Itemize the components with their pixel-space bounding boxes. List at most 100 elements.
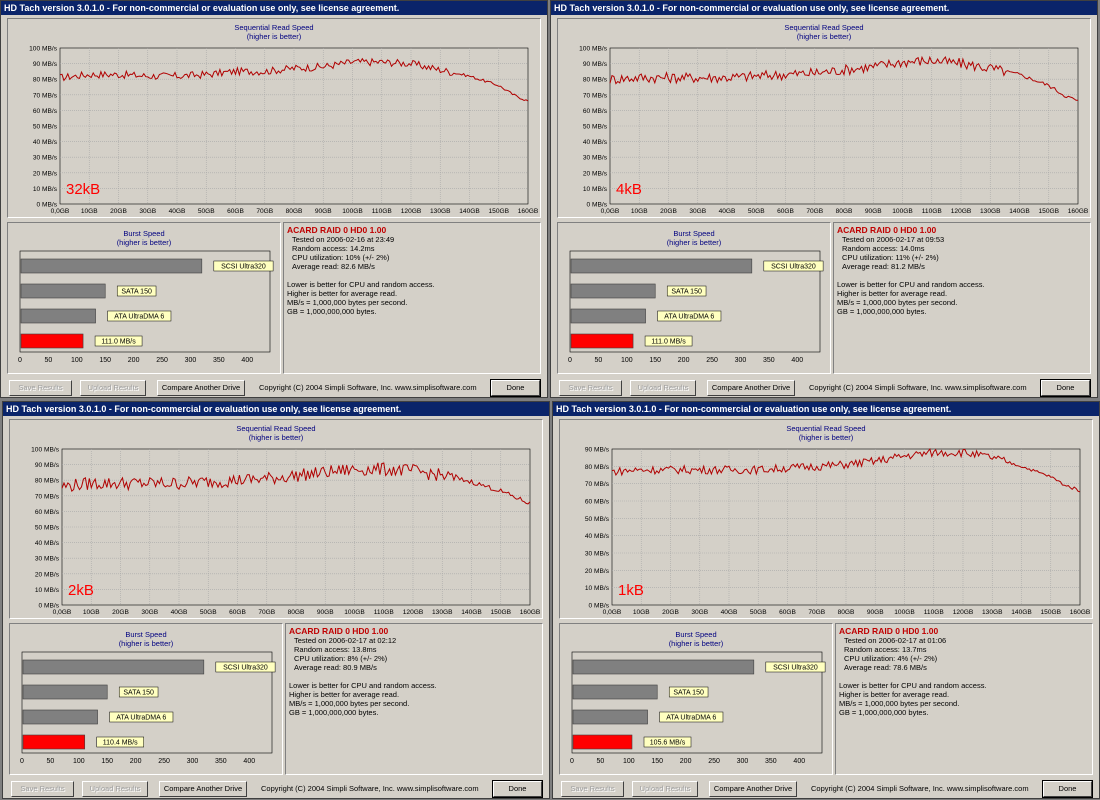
x-tick-label: 40GB (171, 609, 188, 616)
x-tick-label: 20GB (112, 609, 129, 616)
sequential-read-panel: Sequential Read Speed (higher is better) 0… (557, 18, 1091, 218)
y-tick-label: 40 MB/s (35, 540, 60, 547)
bar-label: SCSI Ultra320 (771, 264, 816, 271)
burst-x-tick-label: 50 (47, 758, 55, 765)
chart-subtitle: (higher is better) (796, 32, 852, 41)
results-text: ACARD RAID 0 HD0 1.00 Tested on 2006-02-1… (837, 225, 985, 316)
note-line: Higher is better for average read. (287, 289, 398, 298)
compare-another-drive-button[interactable]: Compare Another Drive (707, 380, 795, 396)
x-tick-label: 50GB (748, 208, 765, 215)
bar-label-box (763, 260, 824, 272)
chart-title: Sequential Read Speed (784, 23, 864, 32)
upload-results-button[interactable]: Upload Results (80, 380, 146, 396)
bar-label: SCSI Ultra320 (773, 665, 818, 672)
x-tick-label: 50GB (200, 609, 217, 616)
sequential-read-chart: 0 MB/s 10 MB/s 20 MB/s 30 MB/s 40 MB/s 50 MB/… (31, 447, 541, 617)
y-tick-label: 70 MB/s (583, 92, 608, 99)
done-button[interactable]: Done (490, 379, 541, 397)
block-size-label: 32kB (66, 181, 101, 198)
done-button[interactable]: Done (1042, 780, 1093, 798)
x-tick-label: 150GB (490, 609, 511, 616)
y-tick-label: 20 MB/s (585, 568, 610, 575)
bar-label: ATA UltraDMA 6 (664, 314, 714, 321)
y-tick-label: 100 MB/s (29, 46, 58, 53)
burst-speed-panel: Burst Speed (higher is better) 0 50 100 150 20… (7, 222, 281, 374)
y-tick-label: 40 MB/s (585, 533, 610, 540)
chart-title: Burst Speed (123, 229, 165, 238)
burst-x-tick-label: 0 (570, 758, 574, 765)
burst-speed-panel: Burst Speed (higher is better) 0 50 100 150 20… (557, 222, 831, 374)
bar-label: ATA UltraDMA 6 (116, 715, 166, 722)
burst-bar-reference (22, 659, 205, 675)
done-button[interactable]: Done (1040, 379, 1091, 397)
y-tick-label: 30 MB/s (585, 551, 610, 558)
y-tick-label: 30 MB/s (33, 155, 58, 162)
x-tick-label: 70GB (808, 609, 825, 616)
y-tick-label: 0 MB/s (36, 202, 57, 209)
y-tick-label: 10 MB/s (35, 587, 60, 594)
average-read: Average read: 78.6 MB/s (844, 663, 927, 672)
title-bar: HD Tach version 3.0.1.0 - For non-commer… (1, 1, 547, 15)
burst-x-tick-label: 300 (187, 758, 199, 765)
note-line: GB = 1,000,000,000 bytes. (839, 708, 929, 717)
y-tick-label: 60 MB/s (585, 499, 610, 506)
x-tick-label: 160GB (520, 609, 541, 616)
save-results-button[interactable]: Save Results (9, 380, 72, 396)
done-button[interactable]: Done (492, 780, 543, 798)
upload-results-button[interactable]: Upload Results (82, 781, 148, 797)
average-read: Average read: 81.2 MB/s (842, 262, 925, 271)
burst-x-tick-label: 300 (735, 357, 747, 364)
burst-bar-reference (570, 258, 753, 274)
y-tick-label: 20 MB/s (33, 170, 58, 177)
save-results-button[interactable]: Save Results (559, 380, 622, 396)
x-tick-label: 110GB (924, 609, 945, 616)
bar-label: SATA 150 (673, 690, 704, 697)
x-tick-label: 110GB (374, 609, 395, 616)
burst-bar-reference (22, 684, 108, 700)
chart-subtitle: (higher is better) (118, 639, 174, 648)
burst-x-tick-label: 0 (568, 357, 572, 364)
spacer (837, 271, 985, 280)
x-tick-label: 40GB (719, 208, 736, 215)
bar-label: ATA UltraDMA 6 (666, 715, 716, 722)
burst-speed-chart: 0 50 100 150 200 250 300 350 400 SCSI Ultra320 SAT… (20, 651, 276, 765)
burst-x-tick-label: 400 (793, 758, 805, 765)
bar-label: 110.4 MB/s (103, 740, 138, 747)
burst-x-tick-label: 350 (763, 357, 775, 364)
bar-label-box (118, 686, 159, 698)
average-read: Average read: 82.6 MB/s (292, 262, 375, 271)
burst-x-tick-label: 250 (706, 357, 718, 364)
compare-another-drive-button[interactable]: Compare Another Drive (159, 781, 247, 797)
upload-results-button[interactable]: Upload Results (630, 380, 696, 396)
bar-label: ATA UltraDMA 6 (114, 314, 164, 321)
compare-another-drive-button[interactable]: Compare Another Drive (709, 781, 797, 797)
x-tick-label: 10GB (83, 609, 100, 616)
burst-x-tick-label: 150 (651, 758, 663, 765)
title-bar: HD Tach version 3.0.1.0 - For non-commer… (553, 402, 1099, 416)
x-tick-label: 30GB (691, 609, 708, 616)
chart-subtitle: (higher is better) (666, 238, 722, 247)
average-read: Average read: 80.9 MB/s (294, 663, 377, 672)
x-tick-label: 20GB (110, 208, 127, 215)
bar-label-box (116, 285, 157, 297)
x-tick-label: 90GB (317, 609, 334, 616)
y-tick-label: 40 MB/s (583, 139, 608, 146)
x-tick-label: 80GB (286, 208, 303, 215)
copyright-text: Copyright (C) 2004 Simpli Software, Inc.… (811, 784, 1029, 793)
burst-x-tick-label: 350 (765, 758, 777, 765)
hdtach-window: HD Tach version 3.0.1.0 - For non-commer… (0, 0, 548, 398)
bar-label-box (643, 736, 692, 748)
save-results-button[interactable]: Save Results (11, 781, 74, 797)
bar-label-box (215, 661, 276, 673)
compare-another-drive-button[interactable]: Compare Another Drive (157, 380, 245, 396)
note-line: GB = 1,000,000,000 bytes. (289, 708, 379, 717)
upload-results-button[interactable]: Upload Results (632, 781, 698, 797)
note-line: Higher is better for average read. (289, 690, 400, 699)
bar-label-box (666, 285, 707, 297)
x-tick-label: 140GB (459, 208, 480, 215)
drive-name: ACARD RAID 0 HD0 1.00 (287, 225, 387, 235)
note-line: Lower is better for CPU and random acces… (837, 280, 985, 289)
x-tick-label: 130GB (982, 609, 1003, 616)
x-tick-label: 90GB (865, 208, 882, 215)
save-results-button[interactable]: Save Results (561, 781, 624, 797)
